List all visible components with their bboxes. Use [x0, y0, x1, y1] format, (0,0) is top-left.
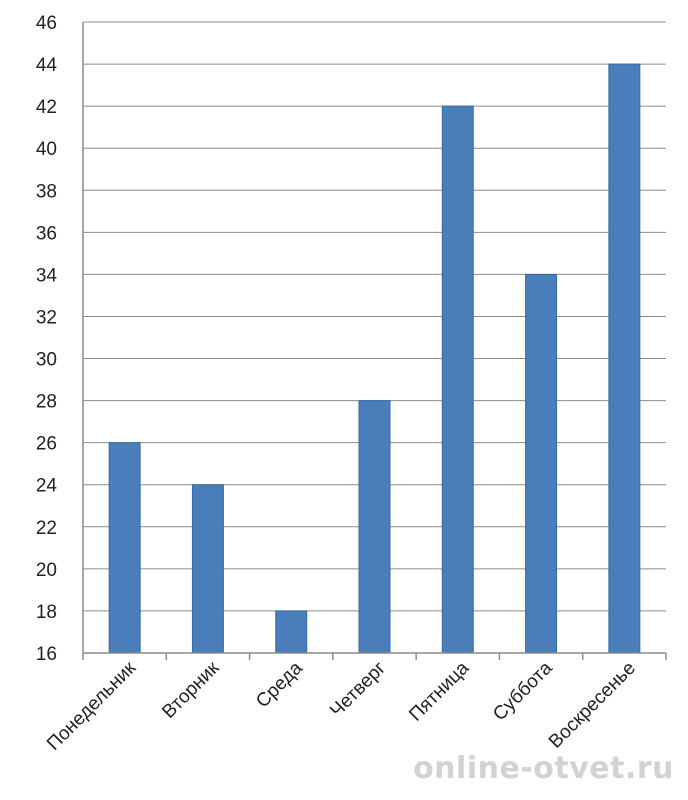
- bars: [108, 63, 641, 654]
- y-tick-label: 40: [36, 139, 57, 160]
- x-category-label: Четверг: [326, 658, 390, 722]
- x-category-label: Среда: [252, 657, 307, 712]
- bar: [441, 105, 474, 654]
- y-tick-label: 36: [36, 223, 57, 244]
- x-category-label: Суббота: [489, 657, 557, 725]
- y-tick-label: 16: [36, 644, 57, 665]
- x-category-label: Воскресенье: [545, 658, 640, 753]
- bar: [525, 273, 558, 654]
- y-tick-label: 26: [36, 434, 57, 455]
- y-tick-label: 34: [36, 265, 58, 286]
- bar: [108, 442, 141, 654]
- y-tick-labels: 16 18 20 22 24 26 28 30 32 34 36 38 40 42 44 46: [36, 13, 58, 665]
- y-tick-label: 22: [36, 518, 57, 539]
- x-category-label: Вторник: [158, 657, 224, 723]
- bar: [191, 484, 224, 654]
- y-tick-label: 30: [36, 350, 57, 371]
- y-tick-label: 24: [36, 476, 58, 497]
- y-tick-label: 20: [36, 560, 57, 581]
- y-tick-label: 18: [36, 602, 57, 623]
- watermark: online-otvet.ru: [413, 751, 674, 786]
- x-category-labels: Понедельник Вторник Среда Четверг Пятница Суб…: [43, 657, 640, 755]
- y-tick-label: 32: [36, 307, 57, 328]
- y-tick-label: 38: [36, 181, 57, 202]
- y-tick-label: 44: [36, 55, 58, 76]
- bar: [358, 400, 391, 654]
- axes: [82, 22, 667, 660]
- x-category-label: Понедельник: [43, 657, 141, 755]
- y-tick-label: 42: [36, 97, 57, 118]
- x-category-label: Пятница: [405, 657, 473, 725]
- bar: [608, 63, 641, 654]
- bar: [275, 610, 308, 654]
- y-tick-label: 46: [36, 13, 57, 34]
- y-tick-label: 28: [36, 392, 57, 413]
